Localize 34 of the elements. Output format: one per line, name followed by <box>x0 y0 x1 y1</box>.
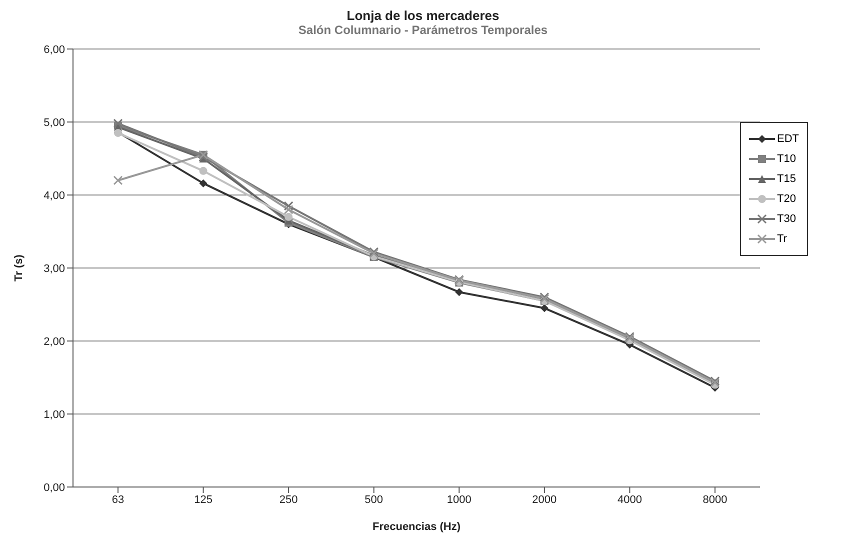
point <box>199 166 208 175</box>
legend-label: Tr <box>777 233 787 245</box>
point <box>455 288 464 296</box>
x-tick-label: 125 <box>194 494 212 506</box>
point <box>284 212 293 221</box>
x-tick-label: 500 <box>364 494 384 506</box>
x-tick-label: 250 <box>279 494 298 506</box>
x-tick-label: 8000 <box>702 494 728 506</box>
point <box>113 118 123 128</box>
legend-label: T15 <box>777 173 796 185</box>
y-tick-label: 2,00 <box>44 336 65 348</box>
legend-label: T20 <box>777 193 796 205</box>
x-tick-label: 63 <box>112 494 124 506</box>
y-axis-title: Tr (s) <box>12 254 25 282</box>
legend-label: T30 <box>777 213 796 225</box>
chart-title: Lonja de los mercaderes <box>346 8 500 23</box>
chart-subtitle: Salón Columnario - Parámetros Temporales <box>297 23 549 37</box>
x-tick-label: 2000 <box>532 494 557 506</box>
x-axis-title: Frecuencias (Hz) <box>372 521 461 533</box>
legend-label: T10 <box>777 153 796 165</box>
point <box>284 204 294 214</box>
legend-label: EDT <box>777 133 799 145</box>
y-tick-label: 5,00 <box>44 116 65 129</box>
point <box>540 304 548 312</box>
point <box>113 176 123 186</box>
y-tick-label: 1,00 <box>44 408 65 421</box>
x-tick-label: 4000 <box>617 494 642 506</box>
point <box>199 179 208 188</box>
y-tick-label: 4,00 <box>44 190 65 202</box>
y-tick-label: 0,00 <box>44 482 65 494</box>
x-tick-label: 1000 <box>446 494 472 506</box>
y-tick-label: 6,00 <box>44 44 65 56</box>
point <box>284 201 294 211</box>
y-tick-label: 3,00 <box>44 262 65 275</box>
